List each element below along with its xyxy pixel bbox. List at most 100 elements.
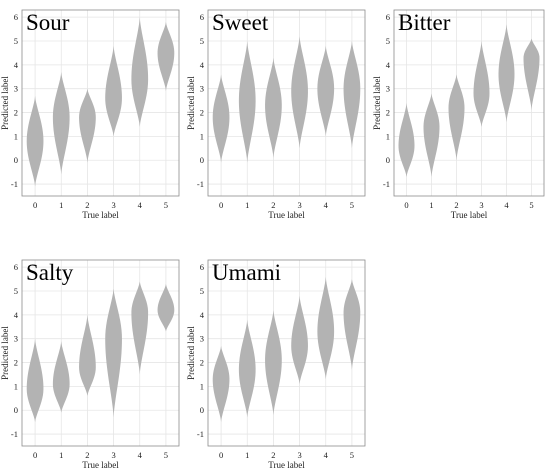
violin-5: [523, 38, 540, 111]
y-axis-label: Predicted label: [186, 76, 196, 130]
y-tick-label: 2: [200, 108, 204, 118]
violin-2: [448, 74, 465, 161]
violin-1: [423, 93, 440, 177]
plot-frame: [207, 9, 366, 197]
y-axis-label: Predicted label: [0, 76, 10, 130]
y-tick-label: -1: [383, 179, 390, 189]
x-tick-label: 3: [111, 200, 115, 210]
y-axis-label: Predicted label: [0, 326, 10, 380]
y-tick-label: 5: [200, 286, 204, 296]
x-axis-label: True label: [82, 210, 119, 220]
y-tick-label: 5: [14, 286, 18, 296]
x-axis-label: True label: [82, 460, 119, 470]
panel-title: Sour: [26, 10, 70, 35]
y-axis-label: Predicted label: [186, 326, 196, 380]
y-tick-label: 0: [200, 155, 204, 165]
x-axis-label: True label: [268, 210, 305, 220]
y-tick-label: 2: [200, 358, 204, 368]
x-tick-label: 0: [33, 200, 37, 210]
y-tick-label: 4: [14, 60, 19, 70]
violin-1: [238, 41, 256, 163]
y-tick-label: 5: [14, 36, 18, 46]
x-tick-label: 5: [164, 200, 168, 210]
y-tick-label: 1: [386, 131, 390, 141]
violin-5: [157, 21, 175, 92]
y-tick-label: 3: [200, 334, 204, 344]
violin-3: [105, 288, 122, 418]
y-tick-label: 3: [200, 84, 204, 94]
x-tick-label: 5: [529, 200, 533, 210]
plot-area: [208, 10, 365, 196]
y-tick-label: 6: [14, 12, 18, 22]
violin-0: [26, 338, 44, 423]
x-tick-label: 2: [271, 450, 275, 460]
x-tick-label: 1: [245, 450, 249, 460]
x-tick-label: 3: [297, 200, 301, 210]
violin-0: [212, 345, 230, 423]
x-tick-label: 4: [324, 450, 329, 460]
x-tick-label: 0: [33, 450, 37, 460]
violin-4: [317, 276, 335, 380]
y-tick-label: 1: [200, 381, 204, 391]
y-tick-label: 6: [386, 12, 390, 22]
violin-2: [79, 314, 96, 396]
x-tick-label: 0: [219, 450, 223, 460]
chart-panel-salty: -1 0 1 2 3 4 5 6 0 1 2 3 4 5 True label Predicted label…: [0, 259, 180, 470]
plot-area: [394, 10, 544, 196]
x-tick-label: 3: [297, 450, 301, 460]
plot-frame: [393, 9, 545, 197]
chart-panel-sweet: -1 0 1 2 3 4 5 6 0 1 2 3 4 5 True label Predicted label…: [186, 9, 366, 220]
violin-3: [291, 295, 308, 384]
violin-4: [498, 24, 515, 123]
x-tick-label: 1: [245, 200, 249, 210]
x-tick-label: 5: [350, 200, 354, 210]
y-tick-label: 0: [14, 405, 18, 415]
plot-frame: [21, 259, 180, 447]
violin-5: [343, 279, 361, 370]
x-tick-label: 3: [111, 450, 115, 460]
plot-frame: [21, 9, 180, 197]
panel-title: Sweet: [212, 10, 269, 35]
y-tick-label: 3: [386, 84, 390, 94]
chart-panel-bitter: -1 0 1 2 3 4 5 6 0 1 2 3 4 5 True label Predicted label…: [372, 9, 545, 220]
y-tick-label: -1: [197, 179, 204, 189]
chart-panel-umami: -1 0 1 2 3 4 5 6 0 1 2 3 4 5 True label Predicted label…: [186, 259, 366, 470]
x-tick-label: 0: [219, 200, 223, 210]
y-tick-label: -1: [11, 429, 18, 439]
violin-0: [212, 74, 230, 163]
plot-area: [22, 10, 179, 196]
y-tick-label: 6: [14, 262, 18, 272]
x-tick-label: 2: [454, 200, 458, 210]
y-tick-label: 0: [386, 155, 390, 165]
violin-1: [52, 341, 70, 413]
panel-title: Salty: [26, 260, 74, 285]
x-tick-label: 3: [479, 200, 483, 210]
x-tick-label: 4: [138, 200, 143, 210]
y-tick-label: 3: [14, 334, 18, 344]
y-tick-label: 4: [200, 310, 205, 320]
y-tick-label: 2: [386, 108, 390, 118]
violin-2: [265, 57, 282, 158]
plot-area: [208, 260, 365, 446]
violin-1: [52, 72, 70, 175]
violin-5: [343, 41, 361, 149]
violin-5: [157, 283, 175, 332]
x-tick-label: 2: [85, 200, 89, 210]
x-tick-label: 2: [271, 200, 275, 210]
y-tick-label: 5: [386, 36, 390, 46]
x-tick-label: 4: [138, 450, 143, 460]
y-tick-label: 6: [200, 262, 204, 272]
y-tick-label: -1: [11, 179, 18, 189]
y-tick-label: 1: [14, 381, 18, 391]
violin-3: [473, 41, 490, 127]
x-tick-label: 5: [350, 450, 354, 460]
y-axis-label: Predicted label: [372, 76, 382, 130]
x-tick-label: 1: [429, 200, 433, 210]
y-tick-label: 5: [200, 36, 204, 46]
y-tick-label: 0: [200, 405, 204, 415]
x-axis-label: True label: [451, 210, 488, 220]
violin-3: [105, 45, 122, 137]
x-tick-label: 4: [324, 200, 329, 210]
x-axis-label: True label: [268, 460, 305, 470]
violin-2: [265, 310, 282, 415]
